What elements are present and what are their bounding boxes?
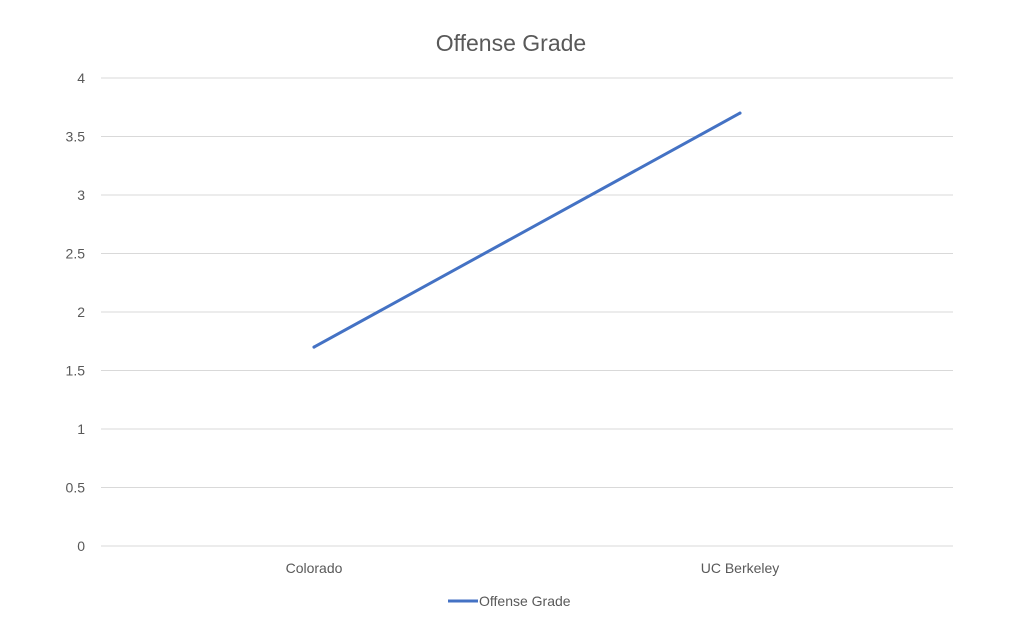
- y-tick-label: 4: [77, 70, 85, 86]
- legend: Offense Grade: [448, 593, 571, 609]
- x-tick-label: Colorado: [286, 560, 343, 576]
- x-axis-ticks: Colorado UC Berkeley: [286, 560, 780, 576]
- series-line: [312, 111, 742, 349]
- y-tick-label: 0.5: [66, 480, 86, 496]
- data-point: [312, 345, 316, 349]
- gridlines: [101, 77, 953, 547]
- y-axis-ticks: 0 0.5 1 1.5 2 2.5 3 3.5 4: [66, 70, 86, 554]
- y-tick-label: 1.5: [66, 363, 86, 379]
- y-tick-label: 0: [77, 538, 85, 554]
- y-tick-label: 2.5: [66, 246, 86, 262]
- x-tick-label: UC Berkeley: [701, 560, 780, 576]
- series-lines: [312, 111, 742, 349]
- legend-label: Offense Grade: [479, 593, 571, 609]
- y-tick-label: 1: [77, 421, 85, 437]
- y-tick-label: 3.5: [66, 129, 86, 145]
- chart-title: Offense Grade: [436, 30, 586, 56]
- data-point: [738, 111, 742, 115]
- y-tick-label: 3: [77, 187, 85, 203]
- y-tick-label: 2: [77, 304, 85, 320]
